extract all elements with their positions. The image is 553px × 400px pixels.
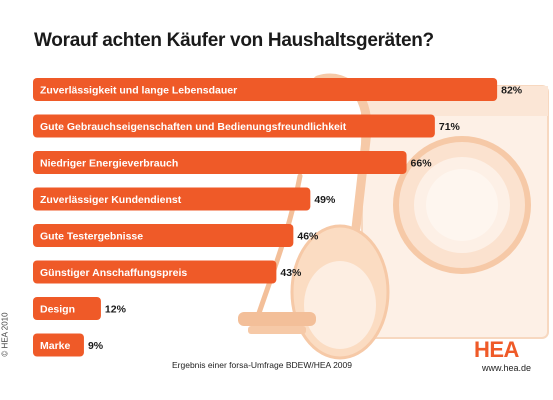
website-link[interactable]: www.hea.de [482,363,532,373]
bar-6 [33,297,101,320]
bar-3 [33,187,311,211]
value-label-0: 82% [501,85,523,97]
bar-label-0: Zuverlässigkeit und lange Lebensdauer [40,85,237,97]
value-label-2: 66% [411,158,433,170]
value-label-7: 9% [88,340,104,352]
bar-label-3: Zuverlässiger Kundendienst [40,194,182,206]
bar-label-7: Marke [40,340,71,352]
bar-label-6: Design [40,304,75,316]
bar-label-1: Gute Gebrauchseigenschaften und Bedienun… [40,121,347,133]
copyright-text: © HEA 2010 [0,312,10,357]
value-label-3: 49% [314,194,336,206]
bar-1 [33,114,435,138]
bar-4 [33,224,294,247]
value-label-1: 71% [439,121,461,133]
hea-logo: HEA [474,337,519,362]
bar-7 [33,333,84,357]
bar-2 [33,151,407,174]
value-label-6: 12% [105,304,127,316]
bar-5 [33,260,277,284]
bar-label-2: Niedriger Energieverbrauch [40,158,178,170]
bar-label-5: Günstiger Anschaffungspreis [40,267,187,279]
value-label-4: 46% [297,231,319,243]
value-label-5: 43% [280,267,302,279]
chart-title: Worauf achten Käufer von Haushaltsgeräte… [34,30,434,51]
bar-0 [33,78,498,101]
source-note: Ergebnis einer forsa-Umfrage BDEW/HEA 20… [172,360,352,370]
washing-machine-graphic [361,85,549,339]
bar-label-4: Gute Testergebnisse [40,231,143,243]
